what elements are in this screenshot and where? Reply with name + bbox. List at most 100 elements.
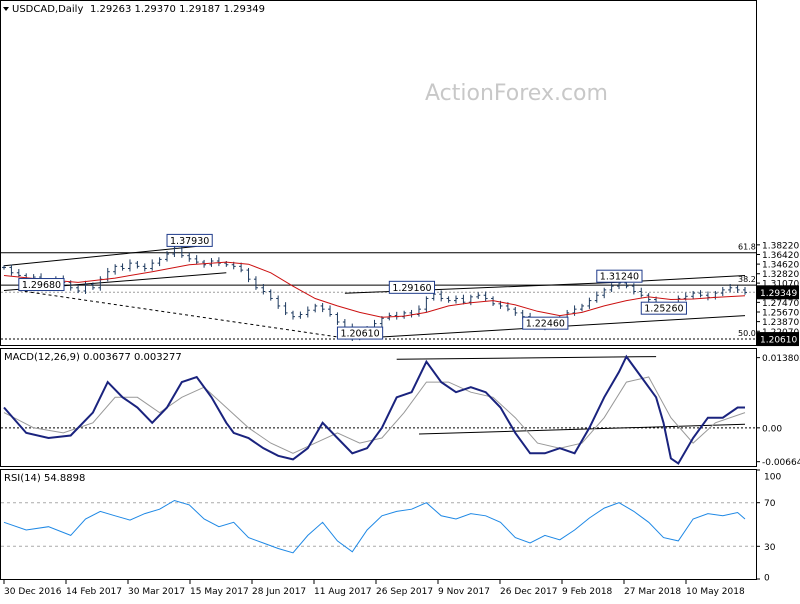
annotation-label: 1.31240 <box>600 272 639 283</box>
annotation-label: 1.22460 <box>526 319 565 330</box>
date-tick-label: 26 Sep 2017 <box>376 587 433 597</box>
date-tick-label: 30 Dec 2016 <box>4 587 62 597</box>
price-annotation: 1.25260 <box>640 301 687 315</box>
price-bar <box>9 264 14 276</box>
price-tick-label: 1.38220 <box>762 241 799 251</box>
price-bar <box>194 255 199 265</box>
price-tick-label: 1.23870 <box>762 318 799 328</box>
price-bar <box>16 269 21 278</box>
annotation-box <box>336 326 384 340</box>
macd-line <box>3 354 745 465</box>
price-tick-label: 1.27470 <box>762 299 799 309</box>
date-tick-label: 10 May 2018 <box>686 587 745 597</box>
price-panel-frame <box>0 0 757 346</box>
price-bar <box>491 296 496 306</box>
date-tick-label: 11 Aug 2017 <box>314 587 372 597</box>
annotation-label: 1.25260 <box>644 304 683 315</box>
macd-tick-label: 0.013802 <box>762 354 800 364</box>
trendline <box>18 290 353 340</box>
price-bar <box>239 262 244 273</box>
current-price-label: 1.29349 <box>760 289 797 299</box>
date-tick-label: 30 Mar 2017 <box>128 587 185 597</box>
price-bar <box>120 263 125 271</box>
macd-tick-label: -0.006648 <box>762 458 800 468</box>
date-tick-label: 27 Mar 2018 <box>624 587 681 597</box>
date-tick-label: 28 Jun 2017 <box>252 587 306 597</box>
price-bar <box>705 291 710 301</box>
date-tick-label: 15 May 2017 <box>190 587 249 597</box>
price-bar <box>720 286 725 297</box>
watermark: ActionForex.com <box>425 81 608 106</box>
level-label: 50.0 <box>738 329 756 338</box>
annotation-box <box>388 280 436 294</box>
price-bar <box>135 261 140 269</box>
macd-title: MACD(12,26,9) 0.003677 0.003277 <box>4 352 182 363</box>
price-axis: 1.382201.364201.346201.328201.310701.292… <box>756 241 799 347</box>
price-tick-label: 1.31070 <box>762 280 799 290</box>
price-bar <box>320 303 325 313</box>
rsi-panel-frame <box>0 469 757 580</box>
rsi-tick-label: 0 <box>764 574 770 584</box>
price-bar <box>691 290 696 300</box>
price-bar <box>268 289 273 301</box>
price-bar <box>209 258 214 267</box>
price-tick-label: 1.32820 <box>762 270 799 280</box>
price-bar <box>98 276 103 291</box>
price-bar <box>579 303 584 312</box>
date-tick-label: 9 Feb 2018 <box>562 587 613 597</box>
annotation-label: 1.29160 <box>392 283 431 294</box>
price-bar <box>409 309 414 318</box>
price-bar <box>483 291 488 302</box>
level-label: 38.2 <box>738 275 756 284</box>
price-bar <box>594 291 599 303</box>
price-bar <box>298 311 303 319</box>
price-annotation: 1.29160 <box>388 280 436 294</box>
price-bar <box>216 257 221 267</box>
price-bar <box>698 290 703 298</box>
price-bar <box>290 310 295 320</box>
price-annotation: 1.37930 <box>166 233 213 247</box>
price-bar <box>639 287 644 298</box>
annotation-label: 1.20610 <box>340 329 379 340</box>
price-bar <box>83 280 88 294</box>
rsi-tick-label: 100 <box>764 473 781 483</box>
moving-average <box>3 261 746 318</box>
price-tick-label: 1.25670 <box>762 308 799 318</box>
level-label: 61.8 <box>738 243 756 252</box>
current-price-tag: 1.29349 <box>757 285 799 300</box>
annotation-box <box>166 233 213 247</box>
price-bar <box>394 311 399 320</box>
price-bar <box>572 305 577 316</box>
level-price-tag: 1.20610 <box>757 332 799 347</box>
price-bar <box>461 294 466 305</box>
date-axis: 30 Dec 2016 14 Feb 2017 30 Mar 2017 15 May … <box>3 580 745 597</box>
price-annotation: 1.31240 <box>596 269 643 283</box>
price-bar <box>454 295 459 304</box>
price-bar <box>631 283 636 295</box>
annotation-box <box>640 301 687 315</box>
price-bar <box>113 264 118 275</box>
annotation-box <box>596 269 643 283</box>
rsi-panel: 100 70 30 0 <box>1 469 781 584</box>
price-bar <box>335 312 340 325</box>
collapse-arrow-icon[interactable] <box>3 7 9 11</box>
annotation-box <box>18 278 65 292</box>
macd-panel-frame <box>0 348 757 467</box>
date-tick-label: 26 Dec 2017 <box>500 587 558 597</box>
price-bar <box>276 295 281 309</box>
price-levels: 61.8 38.2 50.0 <box>1 243 756 340</box>
current-price-box <box>757 285 799 300</box>
price-bar <box>328 305 333 317</box>
price-bar <box>743 286 747 295</box>
price-bar <box>90 282 95 290</box>
annotation-label: 1.29680 <box>22 280 61 291</box>
price-bar <box>587 297 592 309</box>
ohlc-values: 1.29263 1.29370 1.29187 1.29349 <box>90 4 265 15</box>
macd-panel: 0.013802 0.00 -0.006648 <box>1 354 800 468</box>
date-tick-label: 14 Feb 2017 <box>66 587 122 597</box>
price-bar <box>416 305 421 317</box>
price-bar <box>476 292 481 299</box>
price-bar <box>446 296 451 303</box>
